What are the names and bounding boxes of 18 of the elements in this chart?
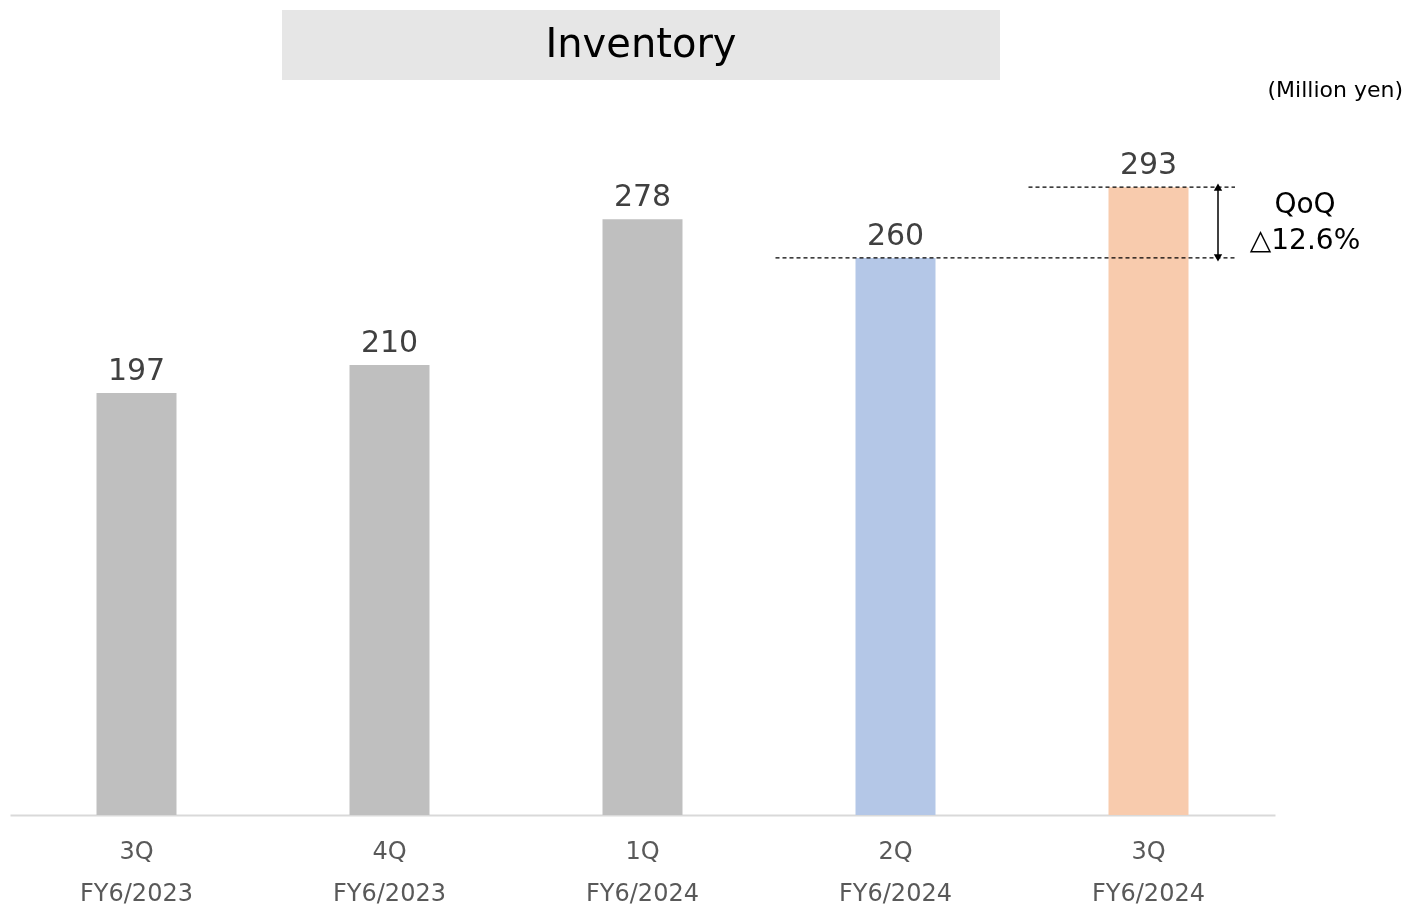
chart-title: Inventory [545,20,737,66]
bar [349,365,430,815]
data-label: 197 [107,351,166,387]
x-tick-label: 4Q FY6/2023 [333,836,446,907]
bar [96,392,177,815]
x-tick-label: 3Q FY6/2023 [80,836,193,907]
x-tick-label: 1Q FY6/2024 [586,836,699,907]
annotation: QoQ △12.6% [1249,186,1361,256]
data-label: 293 [1119,146,1178,182]
x-tick-label: 2Q FY6/2024 [839,836,952,907]
data-label: 260 [866,216,925,252]
bar [602,219,683,815]
text: (Million yen) [1267,77,1403,102]
bar [1108,187,1189,815]
data-label: 278 [613,178,672,214]
data-label: 210 [360,324,419,360]
bar [855,257,936,815]
x-tick-label: 3Q FY6/2024 [1092,836,1205,907]
